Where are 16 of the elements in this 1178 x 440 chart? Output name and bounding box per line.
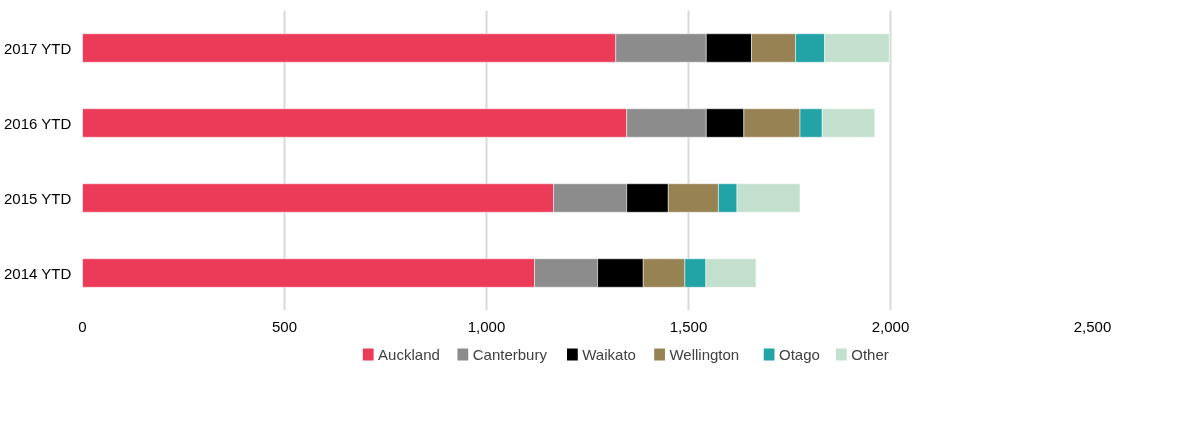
x-tick-label: 0 — [78, 317, 87, 335]
legend-label: Canterbury — [472, 346, 548, 363]
legend-label: Wellington — [669, 346, 740, 363]
y-tick-label: 2017 YTD — [3, 39, 72, 57]
legend-label: Waikato — [582, 346, 636, 363]
x-tick-label: 500 — [271, 317, 298, 335]
y-tick-label: 2016 YTD — [3, 114, 72, 132]
legend-label: Other — [851, 346, 889, 363]
y-tick-label: 2015 YTD — [3, 189, 72, 207]
x-tick-label: 2,500 — [1073, 317, 1112, 335]
x-tick-label: 1,000 — [467, 317, 506, 335]
x-tick-label: 1,500 — [669, 317, 708, 335]
x-tick-label: 2,000 — [871, 317, 910, 335]
legend-label: Otago — [778, 346, 820, 363]
legend-label: Auckland — [378, 346, 440, 363]
y-tick-label: 2014 YTD — [3, 264, 72, 282]
